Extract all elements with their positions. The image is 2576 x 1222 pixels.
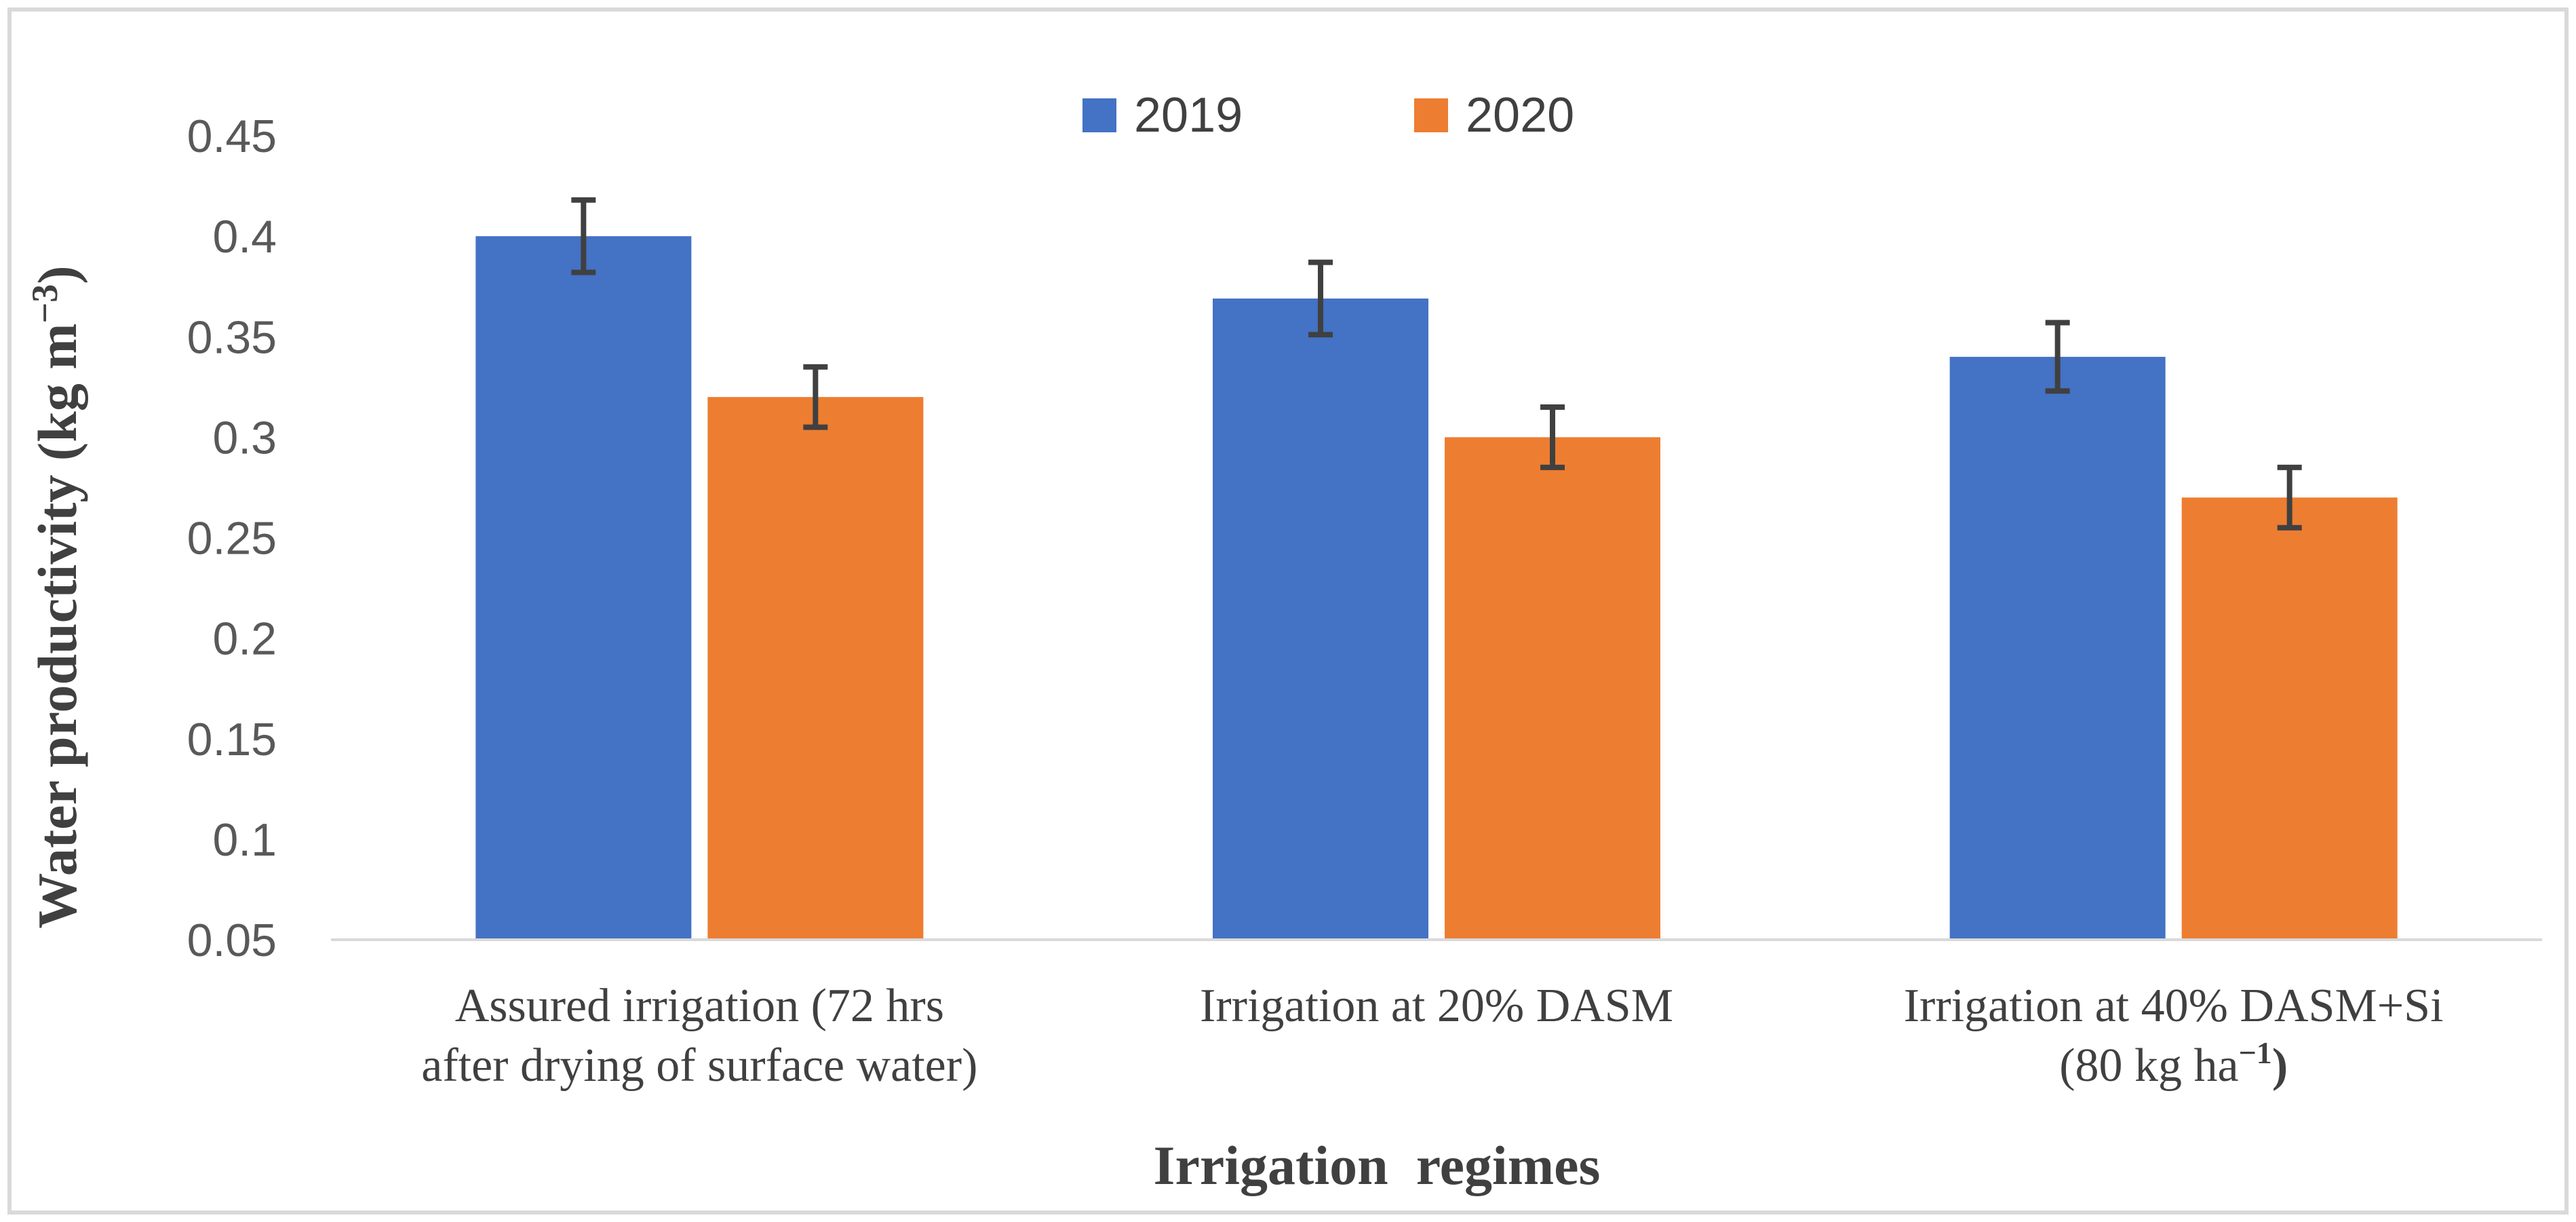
x-tick-label-cat2: Irrigation at 20% DASM bbox=[1200, 980, 1673, 1032]
legend-item-2019: 2019 bbox=[1082, 88, 1243, 142]
error-bar-2020-cat3 bbox=[2277, 464, 2302, 531]
x-tick-label-line: (80 kg ha bbox=[2059, 1039, 2238, 1092]
x-tick-label-superscript: −1 bbox=[2239, 1035, 2272, 1070]
y-tick-label: 0.05 bbox=[187, 915, 277, 966]
error-bars bbox=[571, 197, 2302, 531]
y-tick-label: 0.1 bbox=[212, 814, 277, 866]
legend-swatch-2020 bbox=[1414, 98, 1448, 132]
x-tick-label-cat3: Irrigation at 40% DASM+Si (80 kg ha−1) bbox=[1904, 980, 2444, 1092]
error-bar-2019-cat1 bbox=[571, 197, 596, 275]
x-tick-label-cat1: Assured irrigation (72 hrs after drying o… bbox=[421, 980, 977, 1092]
error-bar-2019-cat3 bbox=[2045, 320, 2070, 394]
y-axis-title: Water productivity (kg m−3) bbox=[24, 265, 88, 928]
y-tick-label: 0.25 bbox=[187, 513, 277, 565]
legend-label-2020: 2020 bbox=[1466, 88, 1574, 142]
y-tick-label: 0.4 bbox=[212, 211, 277, 263]
y-axis-ticks: 0.05 0.1 0.15 0.2 0.25 0.3 0.35 0.4 0.45 bbox=[187, 111, 277, 966]
x-tick-label-line: Assured irrigation (72 hrs bbox=[455, 980, 944, 1032]
bar-2019-cat1 bbox=[475, 236, 692, 940]
x-tick-label-line: Irrigation at 40% DASM+Si bbox=[1904, 980, 2444, 1032]
x-tick-label-close: ) bbox=[2272, 1039, 2288, 1092]
bar-2020-cat1 bbox=[707, 397, 924, 940]
error-bar-2019-cat2 bbox=[1308, 259, 1333, 338]
bars bbox=[475, 236, 2398, 940]
legend: 2019 2020 bbox=[1082, 88, 1574, 142]
x-tick-label-line: after drying of surface water) bbox=[421, 1039, 977, 1092]
y-axis-title-text: Water productivity (kg m bbox=[26, 323, 88, 928]
error-bar-2020-cat1 bbox=[803, 364, 828, 430]
x-axis-title: Irrigation regimes bbox=[1154, 1134, 1601, 1196]
svg-text:Water productivity (kg m−3): Water productivity (kg m−3) bbox=[24, 265, 88, 928]
y-tick-label: 0.2 bbox=[212, 613, 277, 665]
x-axis-category-labels: Assured irrigation (72 hrs after drying o… bbox=[421, 980, 2443, 1092]
error-bar-2020-cat2 bbox=[1540, 404, 1565, 470]
legend-label-2019: 2019 bbox=[1134, 88, 1243, 142]
y-tick-label: 0.15 bbox=[187, 714, 277, 765]
bar-2020-cat3 bbox=[2181, 497, 2398, 940]
bar-2019-cat2 bbox=[1213, 298, 1428, 940]
y-tick-label: 0.45 bbox=[187, 111, 277, 162]
y-axis-title-superscript: −3 bbox=[24, 284, 65, 324]
y-axis-title-close: ) bbox=[26, 265, 88, 284]
legend-swatch-2019 bbox=[1082, 98, 1116, 132]
bar-2019-cat3 bbox=[1949, 356, 2166, 940]
y-tick-label: 0.35 bbox=[187, 311, 277, 363]
legend-item-2020: 2020 bbox=[1414, 88, 1574, 142]
x-tick-label-line: Irrigation at 20% DASM bbox=[1200, 980, 1673, 1032]
bar-2020-cat2 bbox=[1445, 437, 1660, 940]
y-tick-label: 0.3 bbox=[212, 412, 277, 463]
